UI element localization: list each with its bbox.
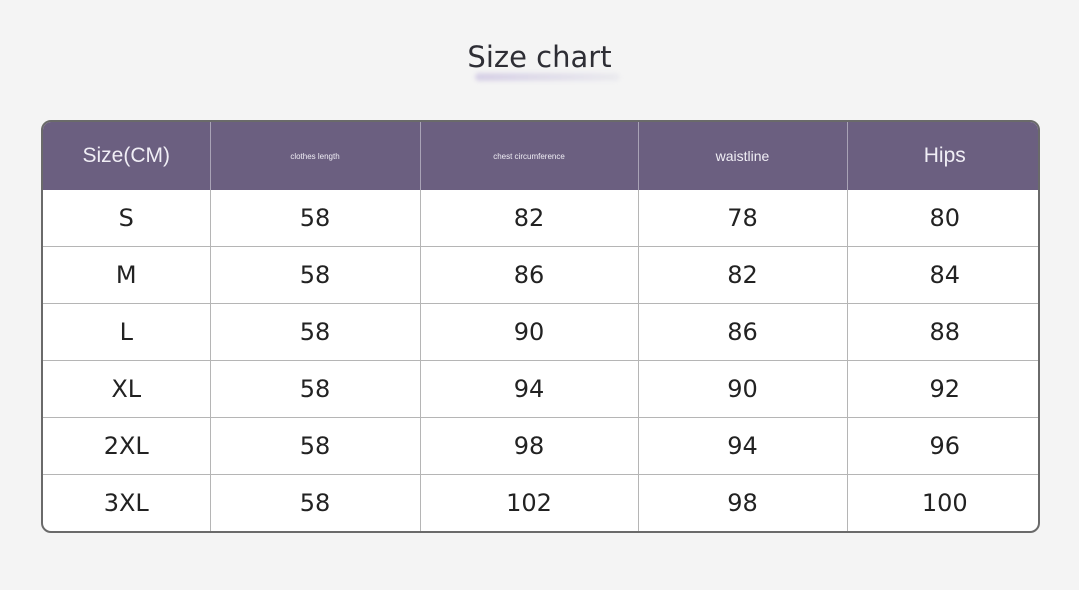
- cell-hips: 96: [847, 417, 1038, 475]
- cell-waistline: 82: [638, 245, 848, 304]
- cell-size: L: [43, 302, 211, 361]
- cell-clothes-length: 58: [210, 474, 421, 531]
- cell-size: 3XL: [43, 474, 211, 531]
- cell-clothes-length: 58: [210, 245, 421, 304]
- cell-waistline: 94: [638, 417, 848, 475]
- cell-waistline: 90: [638, 359, 848, 418]
- header-chest-circumference: chest circumference: [420, 122, 639, 190]
- cell-chest-circumference: 98: [420, 417, 639, 475]
- header-clothes-length: clothes length: [210, 122, 421, 190]
- cell-waistline: 98: [638, 474, 848, 531]
- cell-waistline: 86: [638, 302, 848, 361]
- cell-hips: 88: [847, 302, 1038, 361]
- cell-clothes-length: 58: [210, 359, 421, 418]
- header-row: Size(CM) clothes length chest circumfere…: [43, 122, 1038, 190]
- table-row: XL 58 94 90 92: [43, 359, 1038, 418]
- table-row: S 58 82 78 80: [43, 190, 1038, 247]
- cell-size: 2XL: [43, 417, 211, 475]
- cell-waistline: 78: [638, 190, 848, 247]
- cell-hips: 100: [847, 474, 1038, 531]
- cell-chest-circumference: 82: [420, 190, 639, 247]
- cell-hips: 80: [929, 203, 961, 232]
- cell-hips: 92: [847, 359, 1038, 418]
- cell-chest-circumference: 86: [420, 245, 639, 304]
- header-hips: Hips: [847, 122, 1038, 190]
- cell-size: XL: [43, 359, 211, 418]
- cell-chest-circumference: 90: [420, 302, 639, 361]
- cell-clothes-length: 58: [210, 302, 421, 361]
- cell-chest-circumference: 94: [420, 359, 639, 418]
- cell-hips: 84: [847, 245, 1038, 304]
- table-row: 2XL 58 98 94 96: [43, 417, 1038, 475]
- table-row: 3XL 58 102 98 100: [43, 474, 1038, 531]
- cell-size: M: [43, 245, 211, 304]
- cell-chest-circumference: 102: [420, 474, 639, 531]
- header-size: Size(CM): [43, 122, 211, 190]
- table-row: L 58 90 86 88: [43, 302, 1038, 361]
- cell-clothes-length: 58: [210, 190, 421, 247]
- cell-clothes-length: 58: [210, 417, 421, 475]
- header-waistline: waistline: [638, 122, 848, 190]
- table-row: M 58 86 82 84: [43, 245, 1038, 304]
- title-underline-decoration: [475, 73, 620, 81]
- page-title: Size chart: [467, 40, 612, 74]
- size-chart-table: Size(CM) clothes length chest circumfere…: [41, 120, 1040, 533]
- cell-size: S: [43, 190, 211, 247]
